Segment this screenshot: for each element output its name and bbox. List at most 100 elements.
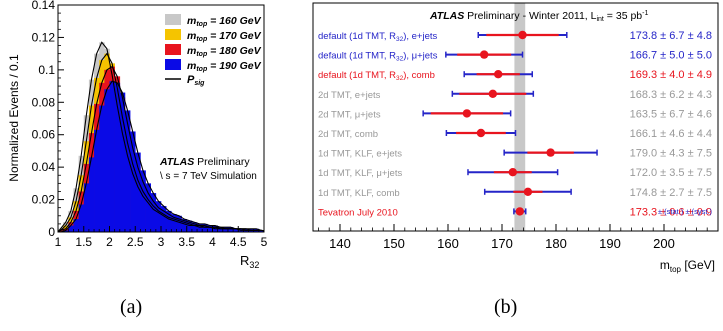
y-tick-label-3: 0.06 [32,128,56,142]
measurement-row-2: default (1d TMT, R32), comb 169.3 ± 4.0 ±… [318,69,712,82]
central-value-marker [523,187,533,196]
central-value-marker [462,109,472,118]
panel-a-histogram: 1 1.5 2 2.5 3 3.5 4 4.5 5 0 0.02 0.04 0.06 0.08 0.1 0.1… [7,0,268,270]
svg-text:\ s = 7 TeV Simulation: \ s = 7 TeV Simulation [160,171,257,182]
fit-curve-2 [57,65,265,233]
central-value-marker [476,128,486,138]
hist-bar-s3-23 [176,215,182,232]
measurement-row-8: 1d TMT, KLF, comb 174.8 ± 2.7 ± 7.5 [318,187,712,199]
x-tick-label-7: 4.5 [230,235,247,249]
hist-bar-s3-4 [78,204,85,232]
hist-bar-s3-5 [83,183,90,232]
central-value-marker [508,168,517,177]
y-tick-label-1: 0.02 [32,193,56,207]
measurement-label: 2d TMT, comb [318,129,378,140]
caption-a: (a) [120,296,143,318]
hist-bar-s3-25 [186,220,193,232]
central-value-marker [488,89,498,99]
measurement-label: Tevatron July 2010 [318,207,398,218]
hist-bar-s3-13 [124,110,131,232]
hist-bar-s3-39 [258,230,265,232]
panel-a-fit-curves [57,41,265,233]
legend-swatch-2 [165,44,181,55]
y-tick-label-2: 0.04 [32,160,56,174]
hist-bar-s3-14 [130,131,136,232]
panel-b-axis-ticks: 140 150 160 170 180 190 200 [317,224,708,251]
hist-bar-s3-16 [140,170,146,232]
hist-bar-s3-33 [227,227,234,232]
hist-bar-s3-7 [94,129,100,232]
legend-label-3: mtop = 190 GeV [187,60,262,73]
hist-bar-s3-15 [135,152,141,232]
panel-b-header: ATLAS Preliminary - Winter 2011, Lint = … [429,10,648,23]
measurement-label: 1d TMT, KLF, comb [318,188,400,199]
x-tick-label-0: 1 [55,235,62,249]
measurement-label: 1d TMT, KLF, e+jets [318,149,402,160]
measurement-value: 172.0 ± 3.5 ± 7.5 [630,167,712,179]
measurement-row-5: 2d TMT, comb 166.1 ± 4.6 ± 4.4 [318,128,712,140]
measurement-row-7: 1d TMT, KLF, μ+jets 172.0 ± 3.5 ± 7.5 [318,167,712,179]
central-value-marker [515,207,525,216]
legend-label-0: mtop = 160 GeV [187,15,262,28]
measurement-value: 173.3 ± 0.6 ± 0.9 [630,206,712,218]
y-tick-label-7: 0.14 [32,0,56,12]
x-tick-label-2: 2 [106,235,113,249]
legend-swatch-1 [165,29,181,40]
panel-a-x-axis-label: R32 [240,253,259,270]
panel-b-mass-summary: default (1d TMT, R32), e+jets 173.8 ± 6.7… [312,2,719,274]
measurement-label: default (1d TMT, R32), comb [318,70,435,82]
panel-b-footnote: ± (stat.) ± (syst.) [658,207,713,216]
hist-bar-s3-32 [222,227,229,232]
x-tick-label-6: 4 [209,235,216,249]
b-x-tick-label-4: 180 [545,236,567,251]
x-tick-label-4: 3 [158,235,165,249]
hist-bar-s3-11 [114,82,121,232]
hist-bar-s2-0 [58,230,64,232]
b-x-tick-label-6: 200 [653,236,675,251]
panel-a-atlas-label: ATLAS Preliminary \ s = 7 TeV Simulation [159,156,257,182]
hist-bar-s3-22 [171,214,177,232]
measurement-value: 166.7 ± 5.0 ± 5.0 [630,50,712,62]
panel-b-x-axis-label: mtop [GeV] [660,258,715,274]
central-value-marker [494,70,503,79]
measurement-value: 168.3 ± 6.2 ± 4.3 [630,89,712,101]
measurement-label: 2d TMT, μ+jets [318,109,381,120]
hist-bar-s3-12 [119,92,126,232]
x-tick-label-8: 5 [261,235,268,249]
hist-bar-s3-34 [233,228,239,232]
hist-bar-s3-18 [150,193,157,232]
measurement-value: 173.8 ± 6.7 ± 4.8 [630,30,712,42]
hist-bar-s3-27 [197,223,203,232]
measurement-value: 166.1 ± 4.6 ± 4.4 [630,128,712,140]
panel-a-legend: mtop = 160 GeV mtop = 170 GeV mtop = 180 G… [165,14,262,87]
svg-text:ATLAS Preliminary: ATLAS Preliminary [159,156,250,168]
hist-bar-s3-28 [202,223,208,232]
y-tick-label-5: 0.1 [38,63,55,77]
hist-bar-s3-3 [73,219,79,232]
b-x-tick-label-2: 160 [437,236,459,251]
y-tick-label-0: 0 [48,225,55,239]
legend-swatch-0 [165,14,181,25]
central-value-marker [546,148,555,157]
panel-a-y-axis-label: Normalized Events / 0.1 [7,54,21,182]
hist-bar-s3-19 [155,201,162,232]
hist-bar-s3-24 [181,219,188,232]
hist-bar-s3-10 [109,81,115,233]
hist-bar-s3-29 [207,225,213,232]
b-x-tick-label-1: 150 [383,236,405,251]
measurement-label: default (1d TMT, R32), μ+jets [318,51,438,63]
measurement-row-4: 2d TMT, μ+jets 163.5 ± 6.7 ± 4.6 [318,108,712,120]
hist-bar-s3-2 [68,225,74,232]
legend-label-2: mtop = 180 GeV [187,45,262,58]
hist-bar-s3-17 [145,183,151,232]
b-x-tick-label-3: 170 [491,236,513,251]
measurement-value: 174.8 ± 2.7 ± 7.5 [630,187,712,199]
central-value-marker [479,50,489,59]
legend-swatch-3 [165,59,181,70]
hist-bar-s3-26 [191,222,198,232]
fit-curve-3 [58,80,265,233]
b-x-tick-label-0: 140 [329,236,351,251]
panel-b-reference-band [514,3,526,231]
measurement-row-3: 2d TMT, e+jets 168.3 ± 6.2 ± 4.3 [318,89,712,101]
